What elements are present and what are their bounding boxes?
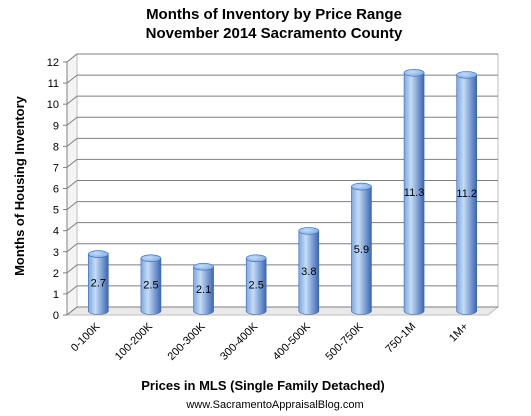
y-axis-title: Months of Housing Inventory	[12, 95, 27, 276]
x-tick-label: 500-750K	[323, 320, 366, 363]
bar-cap	[88, 250, 109, 258]
y-tick-label: 7	[53, 162, 59, 174]
bar-body	[403, 72, 425, 315]
gridline-side	[66, 201, 78, 210]
y-tick-label: 11	[48, 78, 59, 90]
x-tick-label: 1M+	[447, 321, 471, 345]
data-label: 2.1	[196, 284, 211, 296]
bar-body	[193, 266, 214, 315]
y-tick-label: 4	[53, 226, 59, 238]
gridline-side	[66, 116, 78, 126]
gridline-side	[66, 95, 78, 105]
chart-title: Months of Inventory by Price Range	[146, 6, 402, 23]
gridline-side	[66, 264, 78, 274]
bar-cap	[193, 262, 214, 271]
bar	[403, 68, 425, 315]
gridline-side	[66, 159, 78, 168]
bar	[88, 250, 109, 315]
bar-cap	[140, 254, 162, 263]
y-tick-label: 0	[53, 310, 59, 322]
data-label: 5.9	[354, 244, 369, 256]
data-label: 3.8	[301, 266, 316, 278]
gridlines	[66, 53, 498, 316]
bars	[88, 68, 477, 315]
data-label: 2.7	[91, 278, 106, 290]
data-label: 11.2	[456, 188, 477, 200]
x-tick-label: 200-300K	[165, 320, 208, 363]
x-axis-title: Prices in MLS (Single Family Detached)	[141, 378, 384, 393]
bar-cap	[403, 68, 425, 77]
y-tick-label: 1	[53, 289, 59, 301]
gridline-side	[66, 222, 78, 232]
bar	[456, 71, 477, 315]
bar-body	[456, 74, 477, 315]
y-tick-label: 10	[47, 99, 59, 111]
gridline-side	[66, 137, 78, 147]
bar	[193, 262, 214, 315]
data-label: 11.3	[404, 187, 425, 199]
gridline-side	[66, 306, 78, 316]
y-tick-label: 9	[53, 120, 59, 132]
y-tick-label: 3	[53, 247, 59, 259]
gridline-side	[66, 243, 78, 253]
x-tick-label: 300-400K	[218, 320, 261, 363]
chart-subtitle: November 2014 Sacramento County	[146, 25, 403, 42]
bar	[298, 227, 320, 315]
floor	[65, 306, 500, 316]
data-labels: 2.7 2.5 2.1 2.5 3.8 5.9 11.3 11.2	[91, 187, 477, 296]
y-tick-label: 2	[53, 268, 59, 280]
y-tick-label: 12	[47, 57, 59, 69]
bar-body	[140, 257, 162, 315]
bar-body	[245, 257, 267, 315]
bar	[140, 254, 162, 315]
bar	[245, 254, 267, 315]
gridline-side	[66, 74, 78, 84]
gridline-side	[66, 180, 78, 189]
x-tick-label: 0-100K	[69, 320, 103, 354]
bar-body	[88, 253, 109, 315]
y-tick-label: 8	[53, 141, 59, 153]
bar-cap	[245, 254, 267, 263]
credit-text: www.SacramentoAppraisalBlog.com	[185, 399, 363, 411]
x-tick-label: 750-1M	[383, 321, 418, 356]
data-label: 2.5	[249, 280, 264, 292]
x-axis-ticks: 0-100K 100-200K 200-300K 300-400K 400-500K 50…	[69, 320, 471, 363]
bar-cap	[351, 182, 372, 191]
bar-body	[351, 186, 372, 315]
gridline-side	[66, 285, 78, 295]
x-tick-label: 400-500K	[271, 320, 314, 363]
gridline-side	[66, 53, 78, 63]
y-tick-label: 6	[53, 184, 59, 196]
data-label: 2.5	[143, 280, 158, 292]
y-tick-label: 5	[53, 205, 59, 217]
bar	[351, 182, 372, 315]
x-tick-label: 100-200K	[113, 320, 156, 363]
bar-cap	[456, 71, 477, 79]
plot-walls	[65, 52, 500, 317]
bar-cap	[298, 227, 320, 235]
bar-body	[298, 230, 320, 315]
